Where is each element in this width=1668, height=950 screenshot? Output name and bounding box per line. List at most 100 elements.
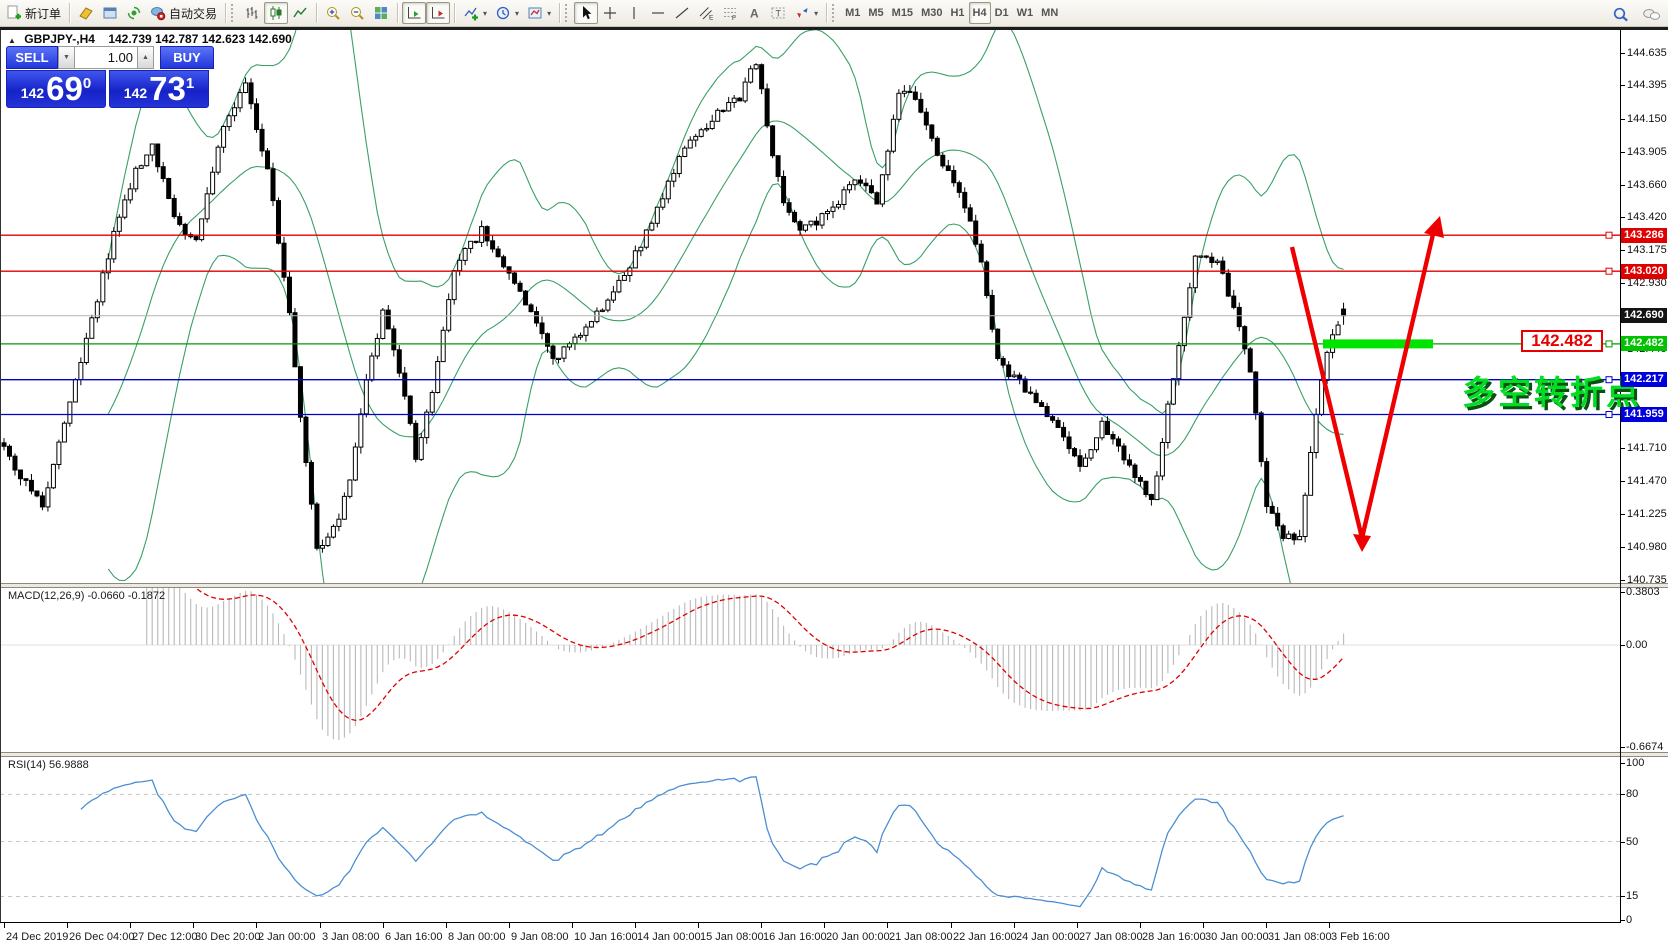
search-button[interactable] <box>1608 3 1632 25</box>
buy-price[interactable]: 142 73 1 <box>109 70 209 108</box>
panel-separator-macd[interactable] <box>0 583 1668 588</box>
time-axis-label[interactable]: 27 Dec 12:00 <box>132 931 198 943</box>
volume-decrease-button[interactable]: ▼ <box>58 46 75 69</box>
time-axis-label[interactable]: 24 Jan 00:00 <box>1016 931 1080 943</box>
trendline-button[interactable] <box>670 2 694 24</box>
strategy-tester-button[interactable] <box>122 2 146 24</box>
toolbar-grip[interactable] <box>832 4 837 22</box>
line-chart-icon <box>292 5 308 21</box>
fibonacci-button[interactable]: F <box>718 2 742 24</box>
macd-scale-label: 0.00 <box>1626 639 1648 651</box>
equidistant-channel-button[interactable]: E <box>694 2 718 24</box>
zoom-in-button[interactable] <box>321 2 345 24</box>
horizontal-line-button[interactable] <box>646 2 670 24</box>
autotrading-button[interactable]: 自动交易 <box>146 2 221 24</box>
rsi-scale-label: 15 <box>1626 890 1639 902</box>
crosshair-button[interactable] <box>598 2 622 24</box>
volume-input[interactable]: 1.00 <box>75 46 137 69</box>
auto-scroll-button[interactable] <box>402 2 427 24</box>
time-axis-label[interactable]: 31 Jan 08:00 <box>1268 931 1332 943</box>
line-handle[interactable] <box>1605 376 1613 384</box>
data-window-button[interactable] <box>98 2 122 24</box>
rsi-tick-mark <box>1620 794 1625 795</box>
candlestick-button[interactable] <box>264 2 289 24</box>
time-axis-label[interactable]: 30 Dec 20:00 <box>195 931 261 943</box>
line-handle[interactable] <box>1605 340 1613 348</box>
timeframe-m30-button[interactable]: M30 <box>917 2 946 24</box>
timeframe-h1-button[interactable]: H1 <box>946 2 968 24</box>
time-axis-label[interactable]: 22 Jan 16:00 <box>953 931 1017 943</box>
one-click-collapse-toggle[interactable]: ▲ <box>8 36 16 45</box>
timeframe-m5-button[interactable]: M5 <box>864 2 887 24</box>
time-axis-label[interactable]: 24 Dec 2019 <box>6 931 69 943</box>
macd-panel-canvas[interactable] <box>0 586 1620 752</box>
line-chart-button[interactable] <box>288 2 312 24</box>
trend-arrow[interactable] <box>1289 229 1437 541</box>
sell-price[interactable]: 142 69 0 <box>6 70 106 108</box>
line-handle[interactable] <box>1605 411 1613 418</box>
time-axis-label[interactable]: 15 Jan 08:00 <box>700 931 764 943</box>
toolbar-grip[interactable] <box>231 4 236 22</box>
timeframe-h4-button[interactable]: H4 <box>968 2 991 24</box>
support-zone-bar[interactable] <box>1323 339 1433 349</box>
buy-button[interactable]: BUY <box>160 46 214 69</box>
chart-title-ohlc: 142.739 142.787 142.623 142.690 <box>108 32 292 46</box>
time-axis-label[interactable]: 10 Jan 16:00 <box>574 931 638 943</box>
sell-price-pipette: 0 <box>82 75 92 92</box>
time-axis-label[interactable]: 26 Dec 04:00 <box>69 931 135 943</box>
line-handle[interactable] <box>1605 267 1613 275</box>
time-axis-label[interactable]: 28 Jan 16:00 <box>1142 931 1206 943</box>
price-chart-canvas[interactable] <box>0 30 1620 583</box>
annotation-price-label[interactable]: 142.482 <box>1521 330 1603 352</box>
price-tick-label: 141.225 <box>1627 508 1667 520</box>
time-axis-label[interactable]: 3 Feb 16:00 <box>1331 931 1390 943</box>
arrows-button[interactable]: ▾ <box>790 2 822 24</box>
chat-button[interactable] <box>1638 3 1662 25</box>
time-axis-label[interactable]: 9 Jan 08:00 <box>511 931 569 943</box>
timeframe-w1-button[interactable]: W1 <box>1013 2 1038 24</box>
rsi-panel-canvas[interactable] <box>0 755 1620 922</box>
line-handle[interactable] <box>1605 231 1613 239</box>
sell-button[interactable]: SELL <box>6 46 58 69</box>
crosshair-icon <box>602 5 618 21</box>
timeframe-m15-button[interactable]: M15 <box>888 2 917 24</box>
templates-button[interactable]: ▾ <box>523 2 555 24</box>
time-axis-label[interactable]: 3 Jan 08:00 <box>322 931 380 943</box>
time-axis-label[interactable]: 30 Jan 00:00 <box>1205 931 1269 943</box>
text-button[interactable]: A <box>742 2 766 24</box>
market-watch-button[interactable] <box>74 2 98 24</box>
new-order-button[interactable]: 新订单 <box>2 2 65 24</box>
timeframe-mn-button[interactable]: MN <box>1037 2 1062 24</box>
price-tick-label: 143.175 <box>1627 244 1667 256</box>
bollinger-band-line <box>107 120 1344 457</box>
time-axis-label[interactable]: 20 Jan 00:00 <box>826 931 890 943</box>
panel-separator-rsi[interactable] <box>0 752 1668 757</box>
indicators-button[interactable]: ▾ <box>459 2 491 24</box>
time-axis-label[interactable]: 27 Jan 08:00 <box>1079 931 1143 943</box>
time-axis-label[interactable]: 2 Jan 00:00 <box>258 931 316 943</box>
time-axis-label[interactable]: 6 Jan 16:00 <box>385 931 443 943</box>
time-axis-label[interactable]: 14 Jan 00:00 <box>637 931 701 943</box>
toolbar-grip[interactable] <box>565 4 570 22</box>
price-tick-mark <box>1620 85 1625 86</box>
bar-chart-button[interactable] <box>240 2 264 24</box>
toolbar-separator <box>316 3 318 23</box>
chart-shift-button[interactable] <box>426 2 451 24</box>
zoom-out-button[interactable] <box>345 2 369 24</box>
price-tick-label: 140.980 <box>1627 541 1667 553</box>
time-axis-label[interactable]: 21 Jan 08:00 <box>889 931 953 943</box>
vertical-line-button[interactable] <box>622 2 646 24</box>
periods-button[interactable]: ▾ <box>491 2 523 24</box>
cursor-button[interactable] <box>574 2 599 24</box>
timeframe-m1-button[interactable]: M1 <box>841 2 864 24</box>
time-axis-label[interactable]: 16 Jan 16:00 <box>763 931 827 943</box>
price-axis-line <box>1620 30 1621 922</box>
annotation-note[interactable]: 多空转折点 <box>1462 374 1642 411</box>
volume-increase-button[interactable]: ▲ <box>137 46 154 69</box>
text-label-button[interactable]: T <box>766 2 790 24</box>
timeframe-d1-button[interactable]: D1 <box>991 2 1013 24</box>
tile-windows-button[interactable] <box>369 2 393 24</box>
macd-signal-line <box>191 586 1345 722</box>
time-axis-label[interactable]: 8 Jan 00:00 <box>448 931 506 943</box>
time-tick-mark <box>1077 923 1078 928</box>
